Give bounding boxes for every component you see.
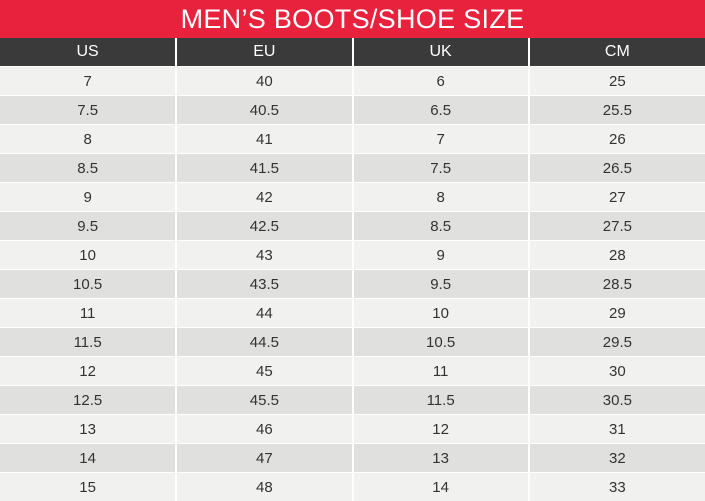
- cell-cm: 27: [529, 183, 705, 212]
- cell-uk: 9: [353, 241, 529, 270]
- cell-uk: 7: [353, 125, 529, 154]
- cell-us: 10: [0, 241, 176, 270]
- cell-us: 7: [0, 67, 176, 96]
- cell-uk: 11.5: [353, 386, 529, 415]
- cell-eu: 41: [176, 125, 352, 154]
- cell-uk: 14: [353, 473, 529, 501]
- cell-cm: 26: [529, 125, 705, 154]
- cell-us: 13: [0, 415, 176, 444]
- cell-eu: 44.5: [176, 328, 352, 357]
- cell-uk: 10: [353, 299, 529, 328]
- cell-uk: 8: [353, 183, 529, 212]
- cell-uk: 11: [353, 357, 529, 386]
- cell-cm: 32: [529, 444, 705, 473]
- cell-cm: 28.5: [529, 270, 705, 299]
- cell-cm: 25.5: [529, 96, 705, 125]
- cell-us: 9: [0, 183, 176, 212]
- cell-cm: 28: [529, 241, 705, 270]
- cell-eu: 43.5: [176, 270, 352, 299]
- cell-uk: 6: [353, 67, 529, 96]
- cell-uk: 6.5: [353, 96, 529, 125]
- cell-us: 15: [0, 473, 176, 501]
- cell-eu: 40.5: [176, 96, 352, 125]
- cell-eu: 48: [176, 473, 352, 501]
- cell-eu: 42.5: [176, 212, 352, 241]
- cell-us: 11.5: [0, 328, 176, 357]
- cell-cm: 30.5: [529, 386, 705, 415]
- cell-cm: 27.5: [529, 212, 705, 241]
- cell-uk: 7.5: [353, 154, 529, 183]
- cell-eu: 42: [176, 183, 352, 212]
- cell-cm: 29: [529, 299, 705, 328]
- cell-us: 10.5: [0, 270, 176, 299]
- cell-cm: 30: [529, 357, 705, 386]
- cell-uk: 8.5: [353, 212, 529, 241]
- cell-uk: 12: [353, 415, 529, 444]
- cell-eu: 45.5: [176, 386, 352, 415]
- chart-title: MEN’S BOOTS/SHOE SIZE: [0, 0, 705, 38]
- cell-us: 12.5: [0, 386, 176, 415]
- header-row: US EU UK CM: [0, 38, 705, 67]
- cell-cm: 29.5: [529, 328, 705, 357]
- column-header-us: US: [0, 38, 176, 67]
- cell-eu: 46: [176, 415, 352, 444]
- cell-uk: 9.5: [353, 270, 529, 299]
- column-header-eu: EU: [176, 38, 352, 67]
- cell-us: 9.5: [0, 212, 176, 241]
- cell-eu: 44: [176, 299, 352, 328]
- cell-cm: 33: [529, 473, 705, 501]
- cell-us: 11: [0, 299, 176, 328]
- cell-uk: 10.5: [353, 328, 529, 357]
- cell-cm: 25: [529, 67, 705, 96]
- cell-us: 8: [0, 125, 176, 154]
- cell-eu: 43: [176, 241, 352, 270]
- cell-us: 14: [0, 444, 176, 473]
- cell-eu: 41.5: [176, 154, 352, 183]
- column-header-cm: CM: [529, 38, 705, 67]
- cell-eu: 45: [176, 357, 352, 386]
- cell-eu: 47: [176, 444, 352, 473]
- cell-us: 7.5: [0, 96, 176, 125]
- cell-uk: 13: [353, 444, 529, 473]
- cell-cm: 31: [529, 415, 705, 444]
- cell-us: 12: [0, 357, 176, 386]
- cell-cm: 26.5: [529, 154, 705, 183]
- cell-us: 8.5: [0, 154, 176, 183]
- cell-eu: 40: [176, 67, 352, 96]
- column-header-uk: UK: [353, 38, 529, 67]
